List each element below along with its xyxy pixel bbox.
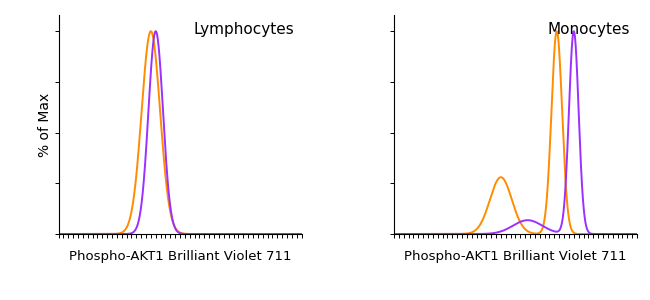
Y-axis label: % of Max: % of Max <box>38 92 52 157</box>
X-axis label: Phospho-AKT1 Brilliant Violet 711: Phospho-AKT1 Brilliant Violet 711 <box>69 250 291 263</box>
X-axis label: Phospho-AKT1 Brilliant Violet 711: Phospho-AKT1 Brilliant Violet 711 <box>404 250 627 263</box>
Text: Lymphocytes: Lymphocytes <box>194 22 294 37</box>
Text: Monocytes: Monocytes <box>547 22 630 37</box>
